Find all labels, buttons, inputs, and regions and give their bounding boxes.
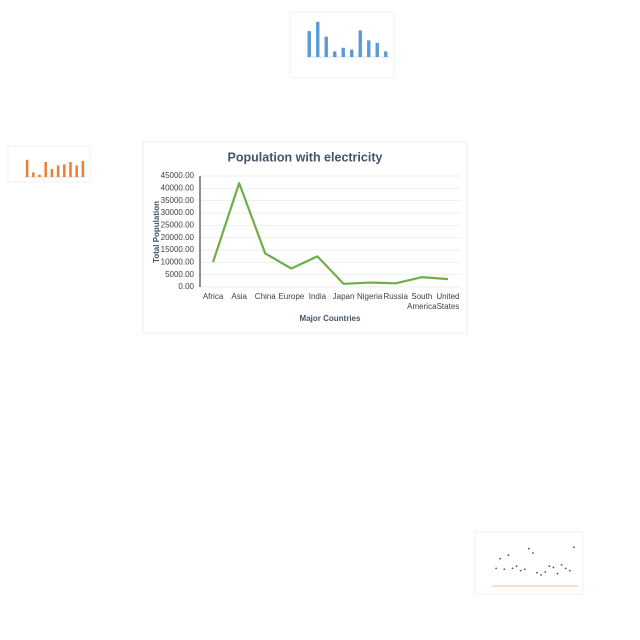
x-axis-label: Major Countries: [300, 314, 361, 323]
y-tick-label: 40000.00: [161, 183, 195, 192]
point: [523, 568, 526, 571]
point: [515, 565, 518, 568]
point: [507, 554, 510, 557]
bar: [44, 162, 47, 177]
x-tick-label: Africa: [202, 292, 224, 301]
bar: [384, 51, 388, 57]
point: [552, 566, 555, 569]
x-tick-label: Japan: [332, 292, 355, 301]
x-tick-label: United States: [436, 292, 460, 311]
point: [499, 557, 502, 560]
y-tick-label: 20000.00: [161, 233, 195, 242]
y-tick-label: 25000.00: [161, 220, 195, 229]
y-axis-label: Total Population: [152, 201, 161, 263]
bar: [316, 21, 320, 58]
bar: [324, 36, 328, 57]
line-series: [212, 182, 449, 285]
point: [503, 568, 506, 571]
bar: [341, 47, 345, 57]
point: [556, 572, 559, 575]
bar: [69, 162, 72, 177]
bar: [81, 160, 85, 177]
x-tick-label: Europe: [278, 292, 305, 301]
bar: [375, 42, 379, 57]
x-tick-label: Asia: [231, 292, 247, 301]
y-tick-label: 15000.00: [161, 245, 195, 254]
point: [540, 574, 543, 576]
x-tick-label: Nigeria: [356, 292, 383, 301]
bar: [32, 172, 35, 177]
y-tick-label: 10000.00: [161, 257, 195, 266]
point: [564, 567, 567, 570]
y-tick-label: 35000.00: [161, 196, 195, 205]
y-tick-label: 30000.00: [161, 208, 195, 217]
bar: [350, 49, 354, 57]
bar: [367, 40, 371, 57]
point: [527, 547, 530, 550]
bar: [358, 30, 362, 57]
point: [532, 552, 534, 554]
point: [568, 569, 571, 572]
point: [573, 546, 575, 549]
thumbnail-card: [474, 531, 584, 595]
bar: [25, 159, 29, 177]
bar: [333, 51, 337, 57]
bar: [307, 31, 311, 57]
chart-title: Population with electricity: [228, 150, 383, 164]
x-tick-label: South America: [407, 292, 437, 311]
point: [560, 563, 563, 566]
point: [548, 565, 551, 568]
point: [495, 567, 497, 570]
bar: [56, 165, 60, 177]
point: [536, 571, 538, 574]
x-tick-label: India: [308, 292, 327, 301]
y-tick-label: 45000.00: [161, 171, 195, 180]
point: [519, 569, 522, 572]
y-tick-label: 5000.00: [165, 270, 194, 279]
x-tick-label: Russia: [383, 292, 408, 301]
y-tick-label: 0.00: [178, 282, 194, 291]
bar: [63, 164, 66, 177]
bar: [50, 168, 54, 177]
point: [511, 567, 514, 570]
bar: [75, 165, 78, 177]
x-tick-label: China: [254, 292, 276, 301]
bar: [38, 174, 41, 177]
point: [544, 571, 547, 573]
